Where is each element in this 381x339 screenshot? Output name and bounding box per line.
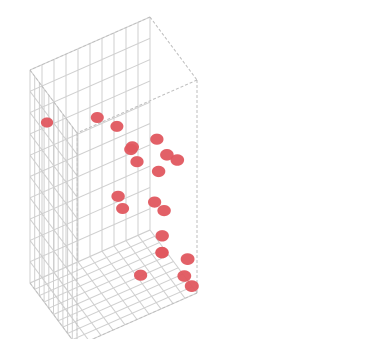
data-point [184, 280, 199, 292]
grid-layer [29, 16, 198, 339]
data-point [130, 156, 144, 168]
floor-gridline [67, 279, 188, 334]
box-edges [29, 16, 198, 339]
data-point [125, 141, 139, 153]
data-point [157, 205, 171, 217]
floor-gridline [62, 273, 184, 328]
data-point [148, 196, 162, 208]
floor-gridline [65, 266, 114, 331]
data-point [150, 133, 164, 145]
data-point [170, 154, 185, 166]
back-wall-gridline [29, 91, 78, 155]
box-edge [76, 79, 198, 134]
box-edge [29, 69, 78, 134]
floor-gridline [91, 292, 198, 339]
data-point [177, 270, 192, 282]
points-layer [40, 112, 199, 292]
data-point [151, 165, 166, 178]
box-edge [29, 16, 151, 71]
data-point [116, 203, 130, 214]
floor-gridline [41, 277, 89, 339]
data-point [90, 112, 104, 123]
data-point [40, 117, 54, 128]
side-wall-gridline [29, 101, 151, 156]
data-point [180, 253, 195, 265]
data-point [155, 230, 169, 242]
box-edge [91, 292, 198, 339]
data-point [134, 269, 148, 281]
floor-gridline [89, 256, 138, 320]
floor-gridline [77, 261, 126, 326]
data-point [110, 120, 124, 132]
floor-gridline [72, 286, 193, 339]
data-point [111, 190, 125, 202]
box-edge [149, 16, 198, 81]
data-point [160, 149, 174, 161]
side-wall-gridline [29, 37, 151, 92]
side-wall-gridline [29, 123, 151, 177]
data-point [155, 246, 169, 259]
box-edge [29, 282, 73, 339]
floor-gridline [57, 267, 179, 322]
side-wall-gridline [29, 59, 151, 114]
